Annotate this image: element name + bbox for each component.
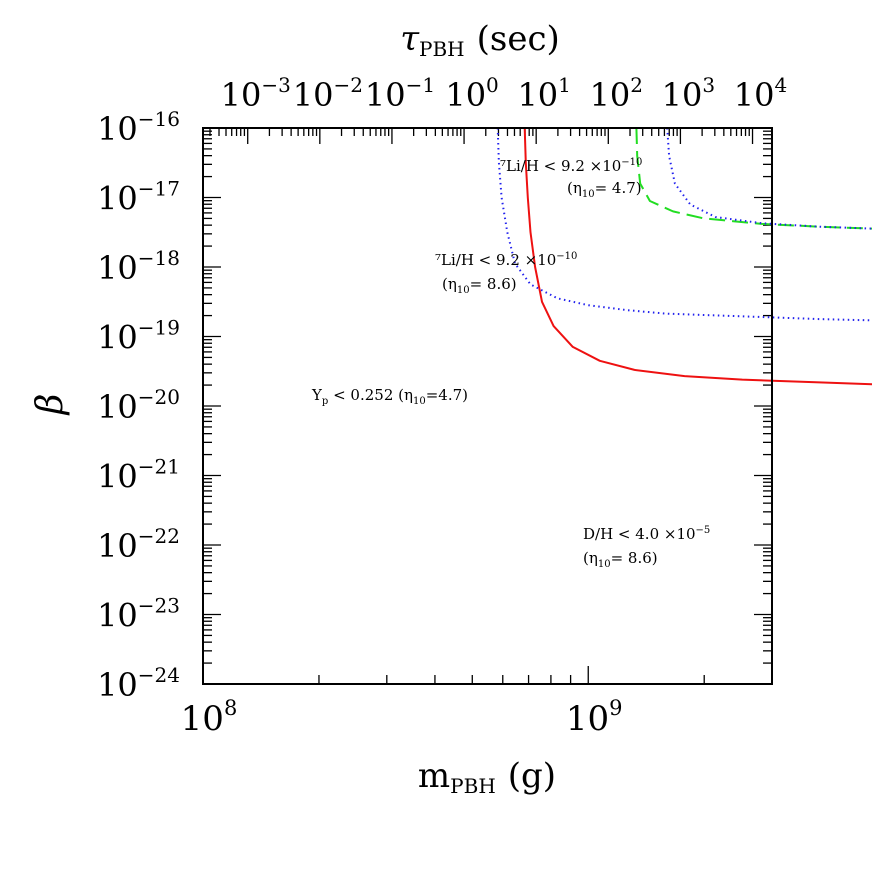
plot-frame — [202, 127, 773, 685]
y-tick-label: 10−20 — [97, 385, 180, 426]
svg-text:(η10= 8.6): (η10= 8.6) — [442, 275, 517, 296]
top-tick-label: 10−3 — [221, 73, 291, 114]
top-tick-label: 10−1 — [365, 73, 435, 114]
svg-text:⁷Li/H < 9.2 ×10−10: ⁷Li/H < 9.2 ×10−10 — [500, 157, 642, 175]
y-tick-label: 10−22 — [97, 524, 180, 565]
annotation-dh: D/H < 4.0 ×10−5 (η10= 8.6) — [583, 525, 710, 570]
series-line-0 — [523, 127, 872, 386]
annotation-li-eta47: ⁷Li/H < 9.2 ×10−10 (η10= 4.7) — [500, 157, 642, 200]
svg-text:(η10= 8.6): (η10= 8.6) — [583, 549, 658, 570]
y-tick-label: 10−24 — [97, 663, 180, 704]
annotation-li-eta86: ⁷Li/H < 9.2 ×10−10 (η10= 8.6) — [435, 251, 577, 296]
x-tick-label: 109 — [566, 696, 623, 739]
y-tick-label: 10−18 — [97, 246, 180, 287]
top-tick-label: 100 — [445, 73, 498, 114]
axis-ticks — [202, 127, 772, 685]
y-tick-label: 10−23 — [97, 594, 180, 635]
series-line-2 — [666, 127, 872, 230]
series-group — [496, 127, 872, 386]
top-axis-title: τPBH (sec) — [400, 19, 560, 61]
svg-text:D/H < 4.0 ×10−5: D/H < 4.0 ×10−5 — [583, 525, 710, 543]
x-tick-label: 108 — [181, 696, 238, 739]
top-tick-label: 104 — [734, 73, 787, 114]
svg-text:⁷Li/H < 9.2 ×10−10: ⁷Li/H < 9.2 ×10−10 — [435, 251, 577, 269]
y-axis-title: β — [30, 394, 71, 417]
annotation-yp: Yp < 0.252 (η10=4.7) — [311, 386, 468, 407]
y-tick-label: 10−19 — [97, 316, 180, 357]
top-tick-label: 10−2 — [293, 73, 363, 114]
y-tick-label: 10−16 — [97, 107, 180, 148]
top-tick-label: 101 — [517, 73, 570, 114]
series-line-1 — [635, 127, 872, 230]
svg-text:Yp < 0.252 (η10=4.7): Yp < 0.252 (η10=4.7) — [311, 386, 468, 407]
y-tick-label: 10−21 — [97, 455, 180, 496]
svg-text:(η10= 4.7): (η10= 4.7) — [567, 179, 642, 200]
tick-labels: 108109101010−310−210−110010110210310410−… — [97, 73, 787, 739]
top-tick-label: 102 — [590, 73, 643, 114]
top-tick-label: 103 — [662, 73, 715, 114]
y-tick-label: 10−17 — [97, 177, 180, 218]
x-axis-title: mPBH (g) — [418, 756, 556, 798]
